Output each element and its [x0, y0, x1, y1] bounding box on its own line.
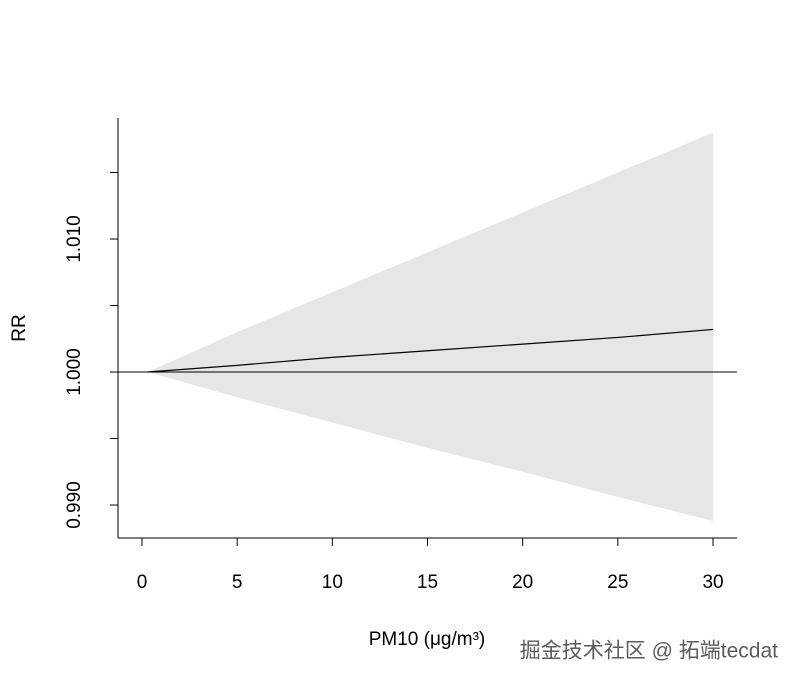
x-tick-label: 15	[417, 572, 438, 593]
y-tick-label: 0.990	[64, 481, 85, 529]
watermark: 掘金技术社区 @ 拓端tecdat	[520, 640, 778, 663]
line	[147, 328, 714, 373]
x-tick-label: 25	[607, 572, 628, 593]
confidence-band	[147, 132, 714, 521]
y-tick-label: 1.000	[64, 348, 85, 396]
x-tick-label: 20	[512, 572, 533, 593]
x-tick-label: 5	[232, 572, 243, 593]
x-tick-label: 10	[322, 572, 343, 593]
y-axis-label: RR	[9, 314, 30, 341]
y-tick-label: 1.010	[64, 215, 85, 263]
x-tick-label: 30	[702, 572, 723, 593]
x-tick-label: 0	[137, 572, 148, 593]
x-axis-label: PM10 (μg/m³)	[369, 629, 486, 650]
